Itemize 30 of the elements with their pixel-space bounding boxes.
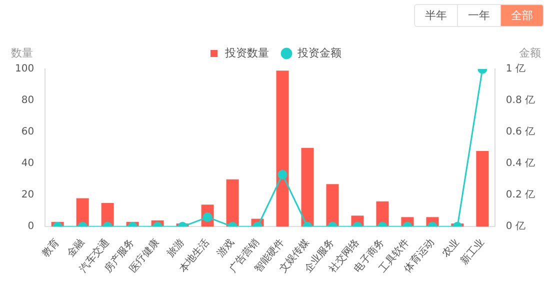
legend-label: 投资数量 (224, 46, 269, 60)
y2-tick-label: 0 亿 (506, 221, 526, 232)
y-axis-title: 数量 (11, 46, 33, 60)
text: 一年 (457, 5, 500, 26)
bar (476, 150, 489, 227)
x-tick-label: 新工业 (458, 236, 487, 268)
y-tick-label: 0 (28, 221, 34, 232)
bar (326, 184, 339, 227)
legend-label: 投资金额 (296, 46, 342, 60)
x-tick-label: 游戏 (214, 236, 237, 260)
point (278, 170, 288, 180)
x-tick-label: 金融 (64, 236, 87, 260)
y-tick-label: 60 (21, 126, 34, 138)
y-tick-label: 100 (14, 64, 34, 75)
y2-tick-label: 0.2 亿 (506, 190, 536, 201)
bar (301, 148, 314, 227)
text: 全部 (500, 5, 543, 26)
text: 半年 (415, 5, 457, 26)
y2-tick-label: 0.8 亿 (506, 95, 536, 106)
y2-tick-label: 0.4 亿 (506, 158, 536, 170)
y2-tick-label: 0.6 亿 (506, 126, 536, 138)
bar (226, 179, 239, 227)
x-tick-label: 教育 (40, 236, 62, 260)
y-tick-label: 40 (21, 158, 34, 170)
x-tick-label: 旅游 (164, 236, 187, 260)
bar (276, 70, 289, 227)
y2-axis-title: 金额 (519, 46, 541, 60)
y-tick-label: 80 (21, 95, 34, 106)
y2-tick-label: 1 亿 (506, 64, 526, 75)
y-tick-label: 20 (21, 190, 34, 201)
